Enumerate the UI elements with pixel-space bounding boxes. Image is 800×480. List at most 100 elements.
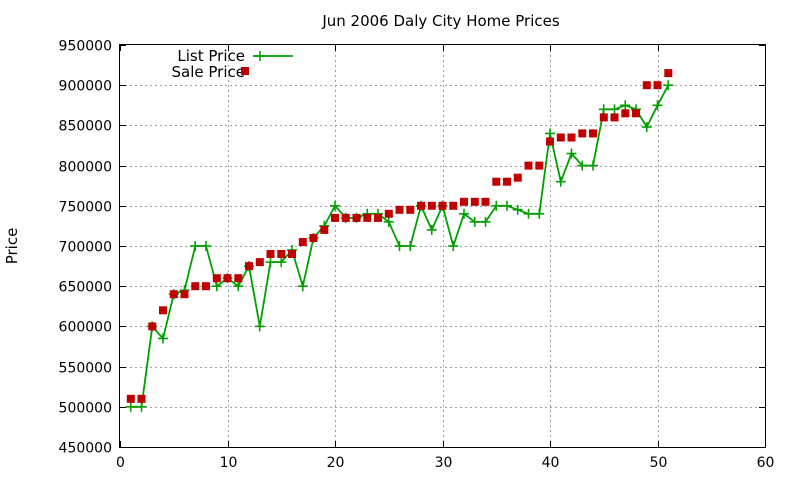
legend: List Price Sale Price (172, 47, 293, 81)
sale-price-point (374, 213, 382, 222)
list-price-point (136, 401, 147, 412)
list-price-point (534, 208, 545, 219)
list-price-point (125, 401, 136, 412)
list-price-point (383, 216, 394, 227)
sale-price-point (384, 209, 393, 218)
x-tick-label: 40 (542, 455, 560, 471)
sale-price-point (535, 161, 544, 170)
list-price-point (276, 257, 287, 268)
sale-price-point (191, 282, 200, 291)
y-tick-label: 500000 (59, 401, 112, 417)
y-tick-label: 600000 (59, 320, 112, 336)
sale-price-point (395, 205, 404, 214)
y-tick-label: 550000 (59, 361, 112, 377)
list-price-point (459, 208, 469, 219)
y-tick-label: 900000 (59, 79, 112, 95)
sale-price-point (492, 177, 501, 186)
list-price-point (641, 122, 652, 133)
sale-price-point (126, 394, 135, 403)
list-price-point (448, 241, 459, 251)
list-price-point (394, 241, 405, 251)
sale-price-point (460, 197, 468, 206)
sale-price-point (621, 109, 630, 118)
sale-price-point (578, 129, 587, 138)
sale-price-point (470, 197, 479, 206)
list-price-point (545, 128, 555, 139)
sale-price-point (599, 113, 608, 122)
list-price-point (426, 224, 437, 235)
list-price-point (480, 216, 491, 227)
list-price-point (577, 160, 588, 171)
list-price-point (588, 160, 598, 171)
sale-price-point (245, 262, 253, 271)
list-price-point (512, 204, 523, 215)
legend-marker (241, 67, 249, 75)
sale-price-point (148, 322, 157, 331)
sale-price-point (180, 290, 189, 299)
plot-frame (119, 44, 766, 448)
sale-price-point (610, 113, 619, 122)
y-tick-label: 700000 (59, 240, 112, 256)
sale-price-point (352, 213, 361, 222)
sale-price-point (277, 250, 286, 258)
list-price-point (233, 281, 244, 292)
sale-price-point (664, 69, 673, 78)
x-tick-label: 60 (757, 455, 775, 471)
list-price-point (652, 100, 663, 111)
x-tick-label: 10 (220, 455, 238, 471)
list-price-point (620, 100, 631, 111)
sale-price-point (513, 173, 522, 182)
y-tick-label: 750000 (59, 200, 112, 216)
sale-price-point (632, 109, 640, 118)
sale-price-point (427, 201, 436, 210)
sale-price-point (503, 177, 511, 186)
x-tick-label: 0 (116, 455, 125, 471)
y-tick-label: 950000 (59, 39, 112, 55)
sale-price-point (202, 282, 210, 291)
sale-price-point (341, 213, 350, 222)
sale-price-point (567, 133, 576, 142)
legend-label-list-price: List Price (177, 47, 245, 65)
list-price-point (211, 281, 222, 292)
sale-price-point (212, 274, 221, 283)
y-axis-label: Price (3, 228, 21, 265)
x-tick-label: 30 (435, 455, 453, 471)
sale-price-point (137, 394, 146, 403)
list-price-point (190, 241, 201, 251)
y-tick-label: 800000 (59, 160, 112, 176)
sale-price-point (653, 81, 662, 90)
sale-price-point (642, 81, 651, 90)
sale-price-point (169, 290, 178, 299)
x-tick-label: 20 (327, 455, 345, 471)
legend-marker (255, 51, 265, 61)
list-price-point (469, 216, 480, 227)
list-price-point (265, 257, 276, 268)
sale-price-point (331, 213, 339, 222)
sale-price-point (255, 258, 264, 267)
axis-ticks: 450000 500000 550000 600000 650000 700000 7500… (59, 39, 775, 472)
list-price-point (502, 200, 512, 211)
list-price-point (566, 148, 577, 159)
list-price-point (297, 281, 308, 292)
sale-price-point (556, 133, 565, 142)
legend-swatch-sale-price (241, 67, 249, 75)
x-tick-label: 50 (650, 455, 668, 471)
sale-price-point (589, 129, 597, 138)
sale-price-point (159, 306, 167, 315)
list-price-point (254, 321, 265, 332)
list-price-point (405, 241, 416, 251)
sale-price-point (298, 238, 307, 246)
legend-label-sale-price: Sale Price (172, 63, 245, 81)
sale-price-point (223, 274, 232, 283)
list-price-point (555, 176, 566, 187)
list-price-point (491, 200, 502, 211)
y-tick-label: 450000 (59, 441, 112, 457)
sale-price-point (438, 201, 447, 210)
grid (120, 45, 765, 447)
sale-price-point (288, 250, 296, 258)
sale-price-point (417, 201, 425, 210)
series-sale-price (126, 69, 673, 403)
sale-price-point (266, 250, 275, 258)
